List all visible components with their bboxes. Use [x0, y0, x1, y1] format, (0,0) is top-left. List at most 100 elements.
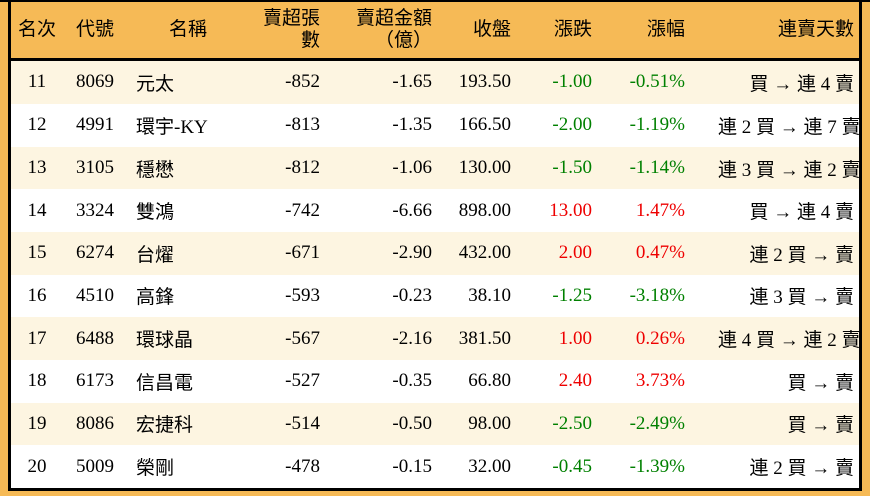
stock-table-frame: 名次 代號 名稱 賣超張數 賣超金額 （億） 收盤 漲跌 漲幅 連賣天數 11 8069 元太 -852… [8, 2, 862, 491]
cell-streak: 買 → 連 4 賣 [749, 73, 854, 95]
cell-sell_amount: -2.90 [392, 242, 432, 264]
cell-sell_amount: -6.66 [392, 199, 432, 221]
cell-close: 432.00 [458, 242, 511, 264]
cell-code: 6173 [76, 370, 114, 392]
cell-close: 98.00 [468, 412, 511, 434]
cell-change: -1.25 [552, 284, 592, 306]
cell-sell_volume: -593 [285, 284, 320, 306]
cell-close: 381.50 [458, 327, 511, 349]
cell-sell_volume: -527 [285, 370, 320, 392]
table-row[interactable]: 11 8069 元太 -852 -1.65 193.50 -1.00 -0.51% 買 → 連 … [11, 59, 859, 105]
cell-change_pct: 1.47% [635, 199, 685, 221]
column-header-change: 漲跌 [543, 2, 625, 61]
cell-change: -0.45 [552, 455, 592, 477]
column-header-sell_amount: 賣超金額 （億） [345, 2, 455, 61]
cell-streak: 買 → 連 4 賣 [749, 202, 854, 224]
cell-name: 榮剛 [136, 458, 175, 480]
cell-change: -1.50 [552, 157, 592, 179]
cell-streak: 連 2 買 → 賣 [749, 458, 854, 480]
cell-close: 130.00 [458, 157, 511, 179]
cell-streak: 買 → 賣 [787, 372, 854, 394]
column-header-label: 賣超張數 [262, 7, 320, 51]
cell-sell_volume: -567 [285, 327, 320, 349]
cell-name: 高鋒 [136, 287, 175, 309]
cell-sell_volume: -478 [285, 455, 320, 477]
cell-sell_amount: -2.16 [392, 327, 432, 349]
cell-sell_volume: -812 [285, 157, 320, 179]
cell-change_pct: -2.49% [629, 412, 685, 434]
cell-sell_volume: -514 [285, 412, 320, 434]
cell-change_pct: -3.18% [629, 284, 685, 306]
table-row[interactable]: 20 5009 榮剛 -478 -0.15 32.00 -0.45 -1.39% 連 2 買 →… [11, 445, 859, 488]
table-top-border [0, 0, 870, 2]
cell-code: 3324 [76, 199, 114, 221]
cell-sell_amount: -0.23 [392, 284, 432, 306]
cell-streak: 買 → 賣 [787, 415, 854, 437]
cell-change: 13.00 [549, 199, 592, 221]
cell-rank: 18 [27, 370, 47, 392]
column-header-name: 名稱 [127, 2, 249, 61]
table-row[interactable]: 16 4510 高鋒 -593 -0.23 38.10 -1.25 -3.18% 連 3 買 →… [11, 274, 859, 318]
column-header-label-line2: （億） [374, 29, 432, 51]
cell-change_pct: -1.14% [629, 157, 685, 179]
cell-rank: 14 [27, 199, 47, 221]
cell-code: 6488 [76, 327, 114, 349]
cell-rank: 11 [27, 71, 47, 93]
table-body: 11 8069 元太 -852 -1.65 193.50 -1.00 -0.51% 買 → 連 … [11, 59, 859, 488]
column-header-label: 代號 [75, 18, 114, 40]
cell-rank: 15 [27, 242, 47, 264]
cell-close: 66.80 [468, 370, 511, 392]
cell-code: 4510 [76, 284, 114, 306]
cell-rank: 16 [27, 284, 47, 306]
table-row[interactable]: 13 3105 穩懋 -812 -1.06 130.00 -1.50 -1.14% 連 3 買 … [11, 146, 859, 190]
cell-name: 雙鴻 [136, 202, 175, 224]
cell-streak: 連 3 買 → 連 2 賣 [718, 159, 859, 181]
table-header: 名次 代號 名稱 賣超張數 賣超金額 （億） 收盤 漲跌 漲幅 連賣天數 [11, 2, 859, 61]
cell-streak: 連 4 買 → 連 2 賣 [718, 330, 859, 352]
table-row[interactable]: 14 3324 雙鴻 -742 -6.66 898.00 13.00 1.47% 買 → 連 4… [11, 189, 859, 232]
table-row[interactable]: 15 6274 台燿 -671 -2.90 432.00 2.00 0.47% 連 2 買 → … [11, 232, 859, 275]
cell-name: 環球晶 [136, 330, 194, 352]
column-header-label: 名稱 [168, 18, 207, 40]
cell-sell_volume: -671 [285, 242, 320, 264]
cell-code: 5009 [76, 455, 114, 477]
cell-change: -2.50 [552, 412, 592, 434]
column-header-streak: 連賣天數 [718, 2, 859, 61]
column-header-close: 收盤 [455, 2, 543, 61]
cell-change_pct: 0.26% [635, 327, 685, 349]
cell-rank: 12 [27, 114, 47, 136]
column-header-change_pct: 漲幅 [625, 2, 718, 61]
cell-close: 898.00 [458, 199, 511, 221]
cell-sell_volume: -813 [285, 114, 320, 136]
cell-streak: 連 2 買 → 連 7 賣 [718, 116, 859, 138]
cell-change: -1.00 [552, 71, 592, 93]
cell-rank: 20 [27, 455, 47, 477]
cell-code: 6274 [76, 242, 114, 264]
cell-close: 38.10 [468, 284, 511, 306]
cell-change_pct: -1.19% [629, 114, 685, 136]
stock-net-sell-table: 名次 代號 名稱 賣超張數 賣超金額 （億） 收盤 漲跌 漲幅 連賣天數 11 8069 元太 -852… [11, 2, 859, 488]
cell-change_pct: -0.51% [629, 71, 685, 93]
table-row[interactable]: 19 8086 宏捷科 -514 -0.50 98.00 -2.50 -2.49% 買 → 賣 [11, 402, 859, 446]
column-header-label: 連賣天數 [777, 18, 854, 40]
cell-sell_amount: -0.15 [392, 455, 432, 477]
cell-name: 台燿 [136, 244, 175, 266]
column-header-label: 漲跌 [553, 18, 592, 40]
column-header-label: 名次 [17, 18, 56, 40]
cell-change: -2.00 [552, 114, 592, 136]
cell-streak: 連 3 買 → 賣 [749, 287, 854, 309]
cell-name: 信昌電 [136, 372, 194, 394]
cell-code: 3105 [76, 157, 114, 179]
cell-name: 穩懋 [136, 159, 175, 181]
cell-sell_amount: -1.06 [392, 157, 432, 179]
column-header-label: 賣超金額 [355, 7, 432, 29]
table-row[interactable]: 17 6488 環球晶 -567 -2.16 381.50 1.00 0.26% 連 4 買 →… [11, 317, 859, 360]
table-row[interactable]: 12 4991 環宇-KY -813 -1.35 166.50 -2.00 -1.19% 連 2… [11, 104, 859, 147]
cell-change_pct: 0.47% [635, 242, 685, 264]
table-row[interactable]: 18 6173 信昌電 -527 -0.35 66.80 2.40 3.73% 買 → 賣 [11, 359, 859, 403]
column-header-sell_volume: 賣超張數 [249, 2, 345, 61]
cell-name: 元太 [136, 73, 175, 95]
cell-name: 環宇-KY [136, 116, 208, 138]
cell-change: 2.40 [558, 370, 592, 392]
cell-close: 32.00 [468, 455, 511, 477]
